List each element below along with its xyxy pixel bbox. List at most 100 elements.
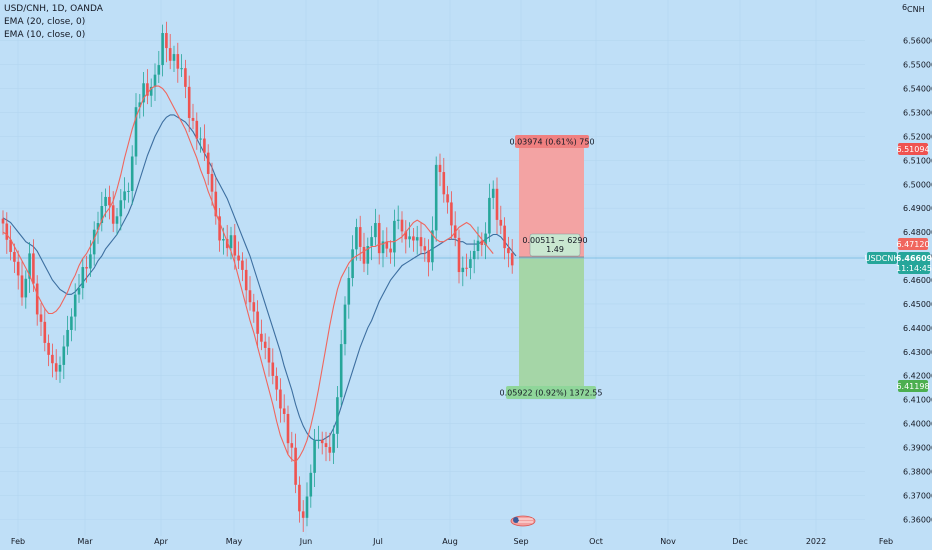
position-tool[interactable]: 0.03974 (0.61%) 750 0.00511 ~ 6290 1.49 … bbox=[500, 135, 603, 399]
candle bbox=[172, 45, 176, 73]
candle-body bbox=[39, 314, 43, 322]
ema10-line bbox=[2, 85, 494, 463]
candle bbox=[195, 112, 199, 150]
candle-body bbox=[9, 239, 12, 252]
candle-body bbox=[408, 236, 411, 240]
candle-body bbox=[256, 311, 259, 334]
candle bbox=[115, 207, 119, 235]
candle bbox=[62, 335, 66, 380]
price-axis[interactable] bbox=[865, 0, 932, 550]
price-tick-label: 6.48000 bbox=[903, 228, 932, 237]
candle bbox=[381, 230, 385, 268]
candle bbox=[510, 239, 514, 274]
candle bbox=[499, 205, 503, 235]
ema20-legend[interactable]: EMA (20, close, 0) bbox=[4, 17, 86, 27]
candle-body bbox=[138, 102, 142, 108]
ema10-legend[interactable]: EMA (10, close, 0) bbox=[4, 30, 86, 40]
candle bbox=[146, 69, 149, 105]
candle-body bbox=[298, 484, 301, 512]
candle bbox=[377, 214, 381, 265]
price-tick-label: 6.53000 bbox=[903, 108, 932, 117]
candle bbox=[92, 221, 96, 266]
candle bbox=[347, 266, 351, 319]
time-tick-label: Dec bbox=[732, 537, 747, 546]
ema20-line bbox=[2, 114, 517, 441]
price-tick-label: 6.45000 bbox=[903, 300, 932, 309]
price-tick-label: 6.36000 bbox=[903, 515, 932, 524]
ema20-path bbox=[2, 114, 517, 441]
candle bbox=[191, 103, 195, 130]
time-tick-label: Apr bbox=[154, 537, 169, 546]
time-tick-label: Feb bbox=[879, 537, 893, 546]
candle-body bbox=[279, 389, 282, 409]
flag-icon[interactable] bbox=[510, 515, 536, 527]
candle bbox=[187, 75, 191, 133]
candle bbox=[39, 303, 43, 336]
candle-body bbox=[484, 233, 487, 246]
candle bbox=[123, 177, 126, 209]
candle bbox=[13, 243, 16, 274]
candle bbox=[111, 191, 115, 233]
candle-body bbox=[85, 267, 88, 269]
candle bbox=[320, 431, 324, 455]
mid-label: 0.00511 ~ 6290 bbox=[522, 236, 587, 245]
time-tick-label: Jul bbox=[372, 537, 383, 546]
candle-body bbox=[35, 283, 39, 315]
candle-body bbox=[507, 248, 510, 254]
candle bbox=[263, 333, 267, 360]
candle-body bbox=[66, 329, 69, 347]
candle bbox=[336, 385, 339, 448]
candle-body bbox=[248, 290, 252, 303]
candle-body bbox=[290, 443, 294, 448]
candle-body bbox=[282, 408, 286, 414]
target-price-tag: 6.41198 bbox=[896, 380, 930, 392]
candle-body bbox=[134, 107, 138, 157]
candle-body bbox=[305, 496, 309, 518]
candle-body bbox=[73, 294, 77, 317]
candle bbox=[415, 225, 419, 255]
candle bbox=[446, 185, 449, 214]
candle bbox=[431, 216, 434, 271]
price-tick-label: 6.51000 bbox=[903, 156, 932, 165]
candle bbox=[480, 232, 484, 257]
target-label-box bbox=[506, 386, 596, 399]
symbol-tag-text: USDCNH bbox=[865, 254, 900, 263]
candle bbox=[260, 319, 263, 351]
candle bbox=[366, 237, 370, 275]
candle-body bbox=[62, 346, 66, 365]
candle bbox=[412, 228, 415, 252]
candle bbox=[130, 145, 134, 206]
candle-body bbox=[218, 216, 221, 241]
price-tick-label: 6.37000 bbox=[903, 491, 932, 500]
candle-body bbox=[206, 152, 210, 174]
candle bbox=[165, 21, 168, 63]
candle-body bbox=[58, 364, 62, 372]
symbol-legend[interactable]: USD/CNH, 1D, OANDA bbox=[4, 4, 103, 14]
candle bbox=[203, 124, 206, 162]
candle-body bbox=[176, 54, 180, 69]
candle-body bbox=[336, 397, 339, 434]
candle bbox=[286, 405, 290, 455]
time-axis[interactable]: Feb Mar Apr May Jun Jul Aug Sep Oct Nov Dec 2022 Feb bbox=[11, 537, 893, 546]
candle bbox=[491, 180, 495, 210]
candle bbox=[393, 209, 396, 267]
candle-body bbox=[157, 65, 161, 75]
candle-body bbox=[100, 206, 104, 224]
candle bbox=[404, 220, 408, 254]
candle bbox=[279, 378, 282, 423]
mid-label-box bbox=[529, 233, 581, 257]
price-tick-label: 6.40000 bbox=[903, 420, 932, 429]
candle bbox=[47, 334, 50, 367]
candle-body bbox=[233, 235, 237, 256]
candle-body bbox=[1, 218, 5, 224]
candle-body bbox=[108, 196, 111, 206]
candle-body bbox=[43, 321, 47, 343]
candle-body bbox=[412, 236, 415, 241]
candle-body bbox=[415, 237, 419, 241]
ema10-path bbox=[2, 85, 494, 463]
candle bbox=[484, 222, 487, 260]
target-zone[interactable] bbox=[519, 257, 584, 387]
candle bbox=[275, 367, 278, 401]
